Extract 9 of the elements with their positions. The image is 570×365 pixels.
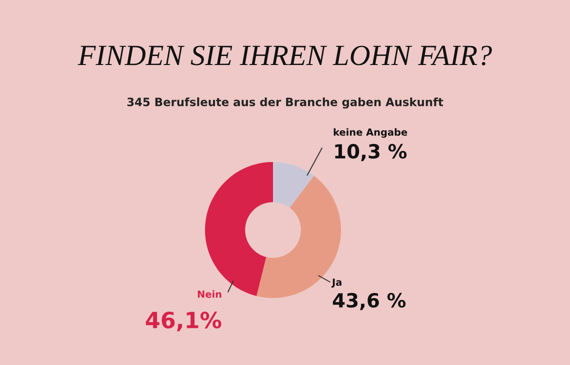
data-label: 43,6 % — [332, 292, 406, 310]
chart-subtitle: 345 Berufsleute aus der Branche gaben Auskunft — [127, 97, 444, 109]
slice-label: Nein — [198, 290, 222, 298]
chart-title: FINDEN SIE IHREN LOHN FAIR? — [78, 46, 492, 66]
data-label: 46,1% — [146, 312, 222, 332]
donut-slice — [273, 162, 314, 208]
slice-label: Ja — [331, 278, 342, 288]
slice-label: keine Angabe — [334, 128, 408, 138]
data-label: 10,3 % — [335, 144, 407, 162]
